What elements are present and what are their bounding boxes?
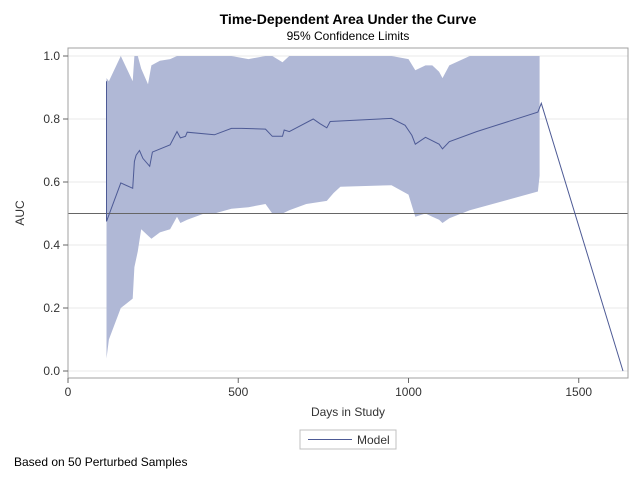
plot-frame bbox=[67, 47, 629, 379]
y-tick-label-5: 1.0 bbox=[43, 49, 60, 63]
y-tick-label-0: 0.0 bbox=[43, 364, 60, 378]
legend: Model bbox=[299, 429, 397, 450]
x-axis-label: Days in Study bbox=[311, 405, 385, 419]
y-tick-label-2: 0.4 bbox=[43, 238, 60, 252]
x-tick-label-1: 500 bbox=[228, 385, 248, 399]
chart-subtitle: 95% Confidence Limits bbox=[287, 29, 410, 43]
y-tick-label-1: 0.2 bbox=[43, 301, 60, 315]
legend-label: Model bbox=[357, 433, 390, 447]
y-axis-label: AUC bbox=[13, 200, 27, 226]
y-tick-label-4: 0.8 bbox=[43, 112, 60, 126]
y-tick-label-3: 0.6 bbox=[43, 175, 60, 189]
confidence-band bbox=[106, 56, 540, 359]
series-line-0 bbox=[106, 81, 624, 372]
x-tick-label-2: 1000 bbox=[395, 385, 422, 399]
chart-title: Time-Dependent Area Under the Curve bbox=[220, 11, 477, 27]
footnote: Based on 50 Perturbed Samples bbox=[14, 455, 187, 469]
plot-area: 0.0 0.2 0.4 0.6 0.8 1.0 0 500 1000 1500 bbox=[43, 47, 629, 399]
x-tick-label-0: 0 bbox=[65, 385, 72, 399]
x-tick-label-3: 1500 bbox=[565, 385, 592, 399]
